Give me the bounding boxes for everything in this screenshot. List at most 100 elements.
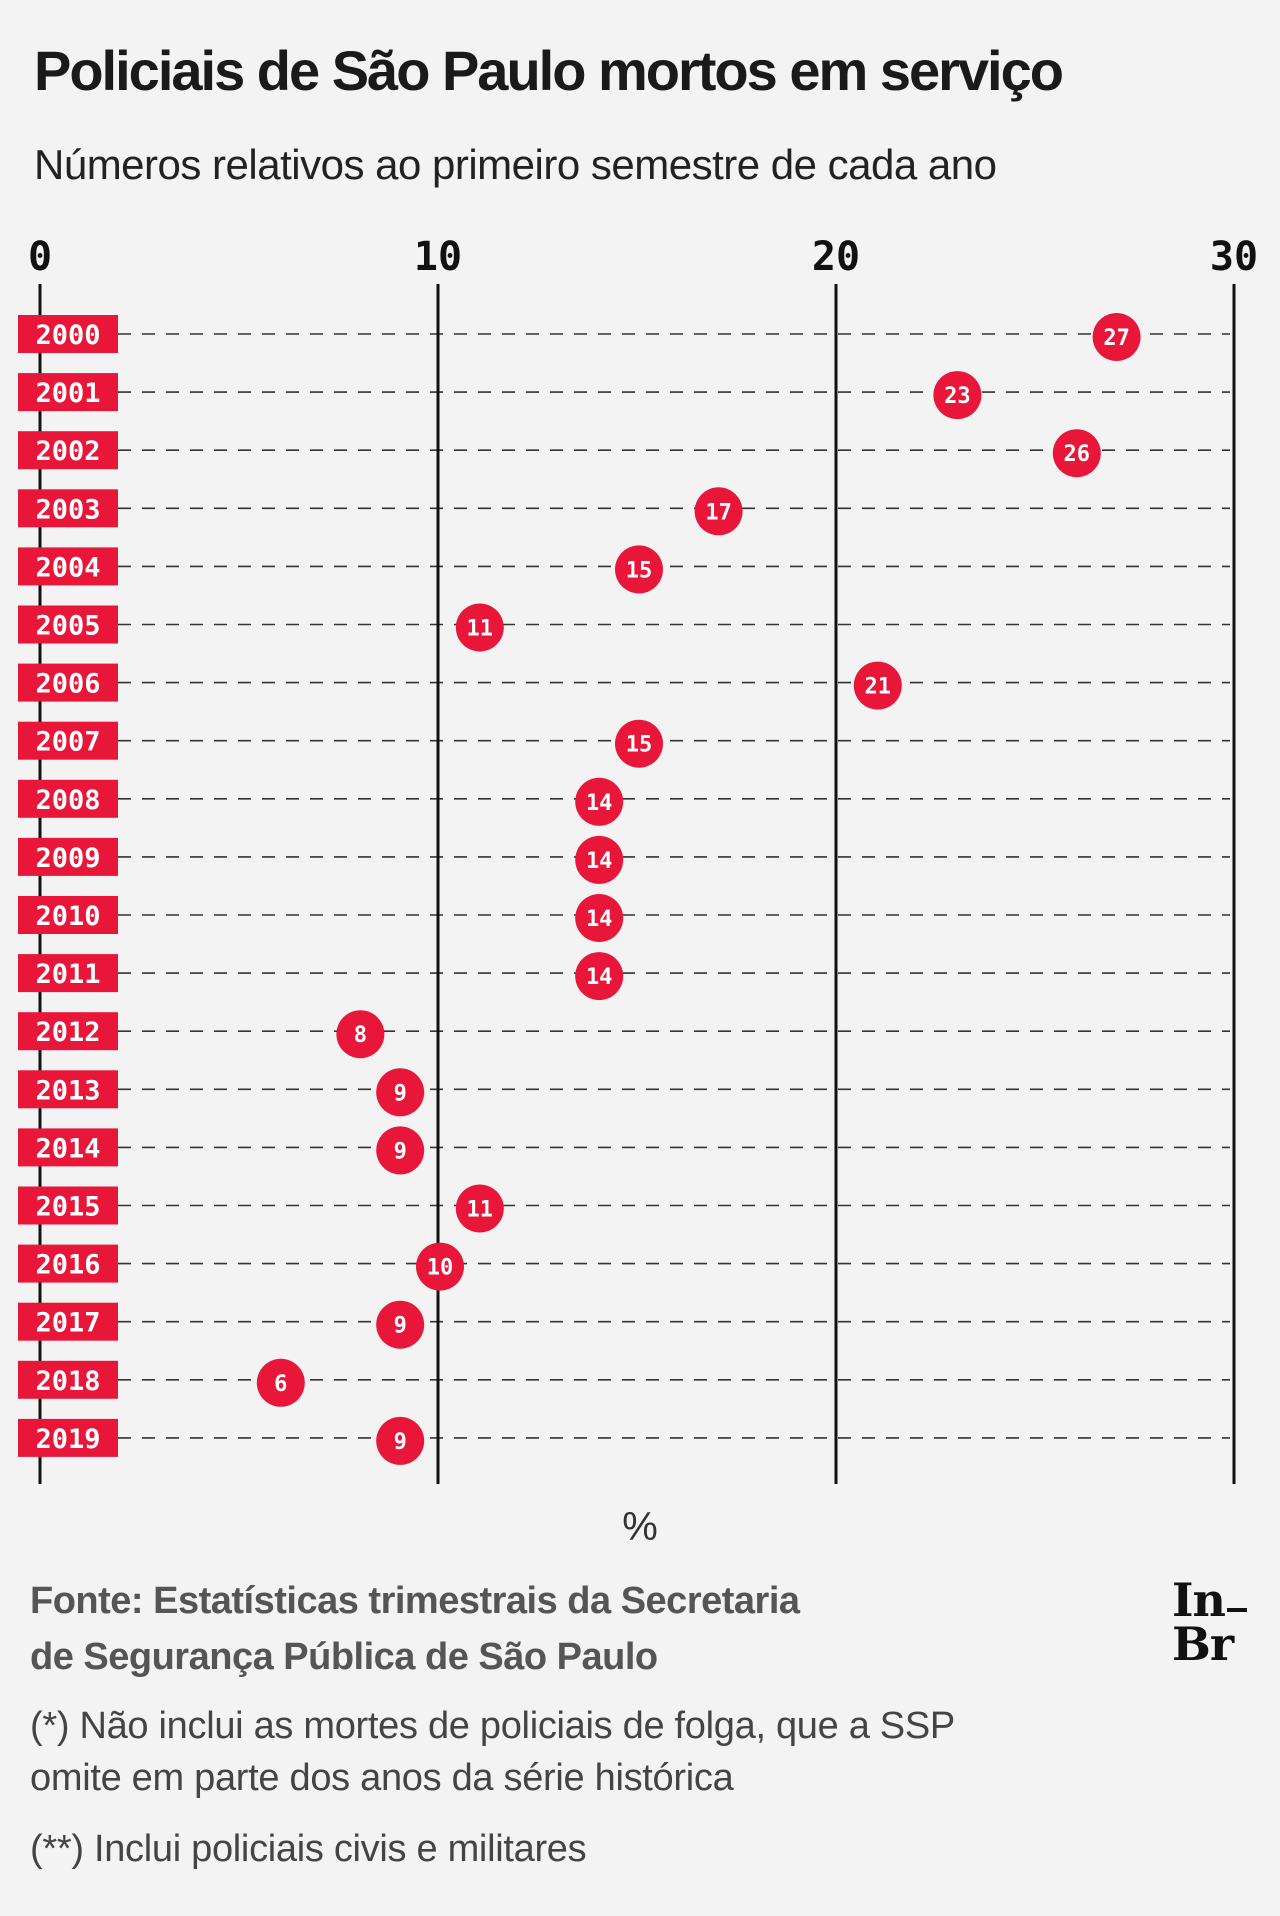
data-label-2011: 14 — [586, 965, 613, 990]
year-label-2014: 2014 — [35, 1133, 100, 1164]
data-point-2015 — [455, 1184, 504, 1233]
data-point-2013 — [376, 1068, 425, 1117]
data-label-2017: 9 — [394, 1314, 407, 1339]
footnote-1: (*) Não inclui as mortes de policiais de… — [30, 1700, 955, 1804]
year-label-bg-2011 — [18, 954, 118, 993]
year-label-bg-2019 — [18, 1418, 118, 1457]
data-point-2002 — [1052, 429, 1101, 478]
year-label-bg-2004 — [18, 547, 118, 586]
data-label-2000: 27 — [1103, 326, 1130, 351]
source-note: Fonte: Estatísticas trimestrais da Secre… — [30, 1573, 800, 1685]
year-label-bg-2000 — [18, 315, 118, 353]
data-label-2016: 10 — [427, 1256, 454, 1281]
data-label-2002: 26 — [1064, 442, 1091, 467]
year-label-2000: 2000 — [35, 320, 100, 351]
data-point-2017 — [376, 1300, 425, 1349]
footnote-1-line-2: omite em parte dos anos da série históri… — [30, 1757, 734, 1799]
data-point-2014 — [376, 1126, 425, 1175]
year-label-2018: 2018 — [35, 1366, 100, 1397]
data-label-2009: 14 — [586, 849, 613, 874]
year-label-bg-2016 — [18, 1244, 118, 1283]
x-tick-label-0: 0 — [28, 234, 52, 280]
x-tick-label-20: 20 — [812, 234, 860, 280]
year-label-2007: 2007 — [35, 727, 100, 758]
data-point-2009 — [575, 835, 624, 884]
x-axis-unit-label: % — [622, 1505, 658, 1549]
logo-text-br: Br — [1172, 1617, 1234, 1671]
year-label-2003: 2003 — [35, 494, 100, 525]
chart-title: Policiais de São Paulo mortos em serviço — [34, 39, 1064, 102]
year-label-bg-2002 — [18, 431, 118, 470]
data-point-2016 — [416, 1242, 464, 1291]
footnote-1-line-1: (*) Não inclui as mortes de policiais de… — [30, 1705, 955, 1747]
year-label-2010: 2010 — [35, 901, 100, 932]
data-label-2013: 9 — [394, 1081, 407, 1106]
dot-chart: 0 10 20 30 2000 2001 2002 2003 2004 2005 2006 2007 2… — [18, 234, 1258, 1484]
source-line-2: de Segurança Pública de São Paulo — [30, 1636, 658, 1678]
x-tick-label-10: 10 — [414, 234, 462, 280]
year-label-2002: 2002 — [35, 436, 100, 467]
year-label-bg-2014 — [18, 1128, 118, 1167]
x-tick-label-30: 30 — [1210, 234, 1258, 280]
data-label-2012: 8 — [354, 1023, 367, 1048]
data-point-2003 — [694, 487, 743, 536]
year-label-2012: 2012 — [35, 1017, 100, 1048]
data-label-2008: 14 — [586, 791, 613, 816]
year-label-bg-2005 — [18, 605, 118, 644]
data-point-2004 — [615, 545, 663, 594]
data-point-2011 — [575, 952, 624, 1001]
source-line-1: Fonte: Estatísticas trimestrais da Secre… — [30, 1580, 800, 1622]
data-label-2014: 9 — [394, 1139, 407, 1164]
data-label-2007: 15 — [626, 733, 653, 758]
data-point-2001 — [933, 371, 982, 420]
year-label-2004: 2004 — [35, 552, 100, 583]
data-point-2005 — [455, 603, 504, 652]
data-point-2000 — [1092, 313, 1141, 361]
year-label-bg-2012 — [18, 1012, 118, 1051]
year-label-bg-2018 — [18, 1360, 118, 1399]
year-label-2009: 2009 — [35, 843, 100, 874]
data-label-2019: 9 — [394, 1430, 407, 1455]
data-point-2019 — [376, 1416, 425, 1465]
data-point-2012 — [336, 1010, 385, 1059]
data-label-2001: 23 — [944, 384, 971, 409]
data-point-2007 — [615, 719, 663, 768]
year-label-2013: 2013 — [35, 1075, 100, 1106]
year-label-bg-2006 — [18, 663, 118, 702]
year-label-2015: 2015 — [35, 1192, 100, 1223]
data-label-2003: 17 — [705, 500, 732, 525]
year-label-2016: 2016 — [35, 1250, 100, 1281]
logo-text-in: In — [1172, 1573, 1226, 1627]
year-label-bg-2003 — [18, 489, 118, 528]
year-label-bg-2017 — [18, 1302, 118, 1341]
inbr-logo: In Br — [1172, 1577, 1258, 1671]
year-label-2019: 2019 — [35, 1424, 100, 1455]
year-label-bg-2013 — [18, 1070, 118, 1109]
year-label-2017: 2017 — [35, 1308, 100, 1339]
data-label-2006: 21 — [865, 675, 892, 700]
logo-underscore-mark — [1226, 1578, 1247, 1612]
data-label-2015: 11 — [467, 1198, 494, 1223]
year-label-2005: 2005 — [35, 611, 100, 642]
year-label-bg-2007 — [18, 721, 118, 760]
year-label-bg-2015 — [18, 1186, 118, 1225]
data-label-2010: 14 — [586, 907, 613, 932]
data-label-2004: 15 — [626, 558, 653, 583]
chart-subtitle: Números relativos ao primeiro semestre d… — [34, 141, 997, 188]
year-label-bg-2010 — [18, 896, 118, 934]
footnote-2-line-1: (**) Inclui policiais civis e militares — [30, 1828, 587, 1870]
footnote-2: (**) Inclui policiais civis e militares — [30, 1823, 587, 1875]
year-label-2008: 2008 — [35, 785, 100, 816]
year-label-2006: 2006 — [35, 669, 100, 700]
year-label-2011: 2011 — [35, 959, 100, 990]
year-label-bg-2001 — [18, 373, 118, 412]
data-point-2008 — [575, 777, 624, 826]
data-point-2018 — [256, 1358, 305, 1407]
data-label-2018: 6 — [274, 1372, 287, 1397]
year-label-bg-2008 — [18, 779, 118, 818]
year-label-2001: 2001 — [35, 378, 100, 409]
data-point-2010 — [575, 894, 624, 942]
year-label-bg-2009 — [18, 837, 118, 876]
data-point-2006 — [853, 661, 902, 710]
data-label-2005: 11 — [467, 617, 494, 642]
